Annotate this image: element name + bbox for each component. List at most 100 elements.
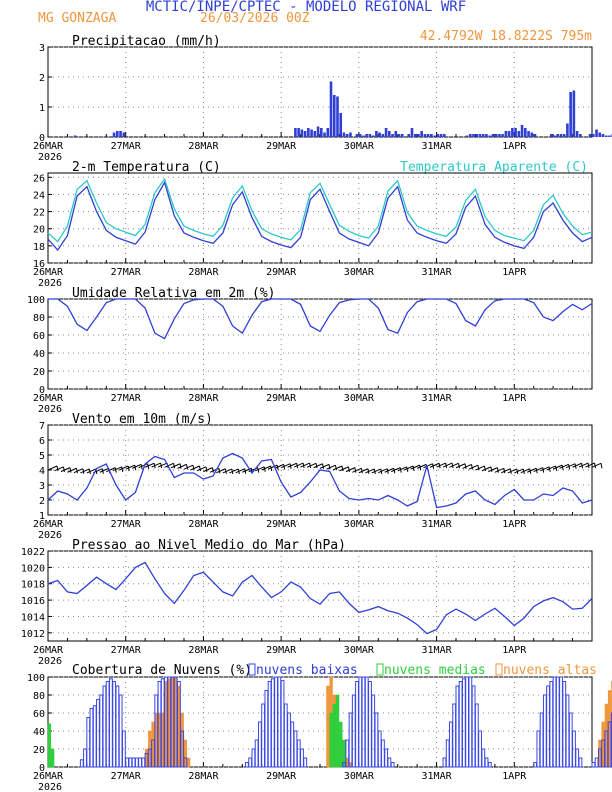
precip-bar [592,134,595,137]
wind-barb [552,464,563,470]
precip-bar [426,134,430,137]
day-label: 26MAR [33,393,64,404]
cloud-bar-low [280,680,285,768]
precip-bar [588,134,592,137]
panel-frame-pressure [47,550,593,642]
wind-barb [591,462,602,468]
wind-barb [565,463,576,469]
year-label: 2026 [38,278,62,289]
wind-barb-flag [322,463,325,469]
cloud-bar-low [245,762,249,768]
cloud-bar-low [128,757,133,768]
wind-barb [293,462,304,468]
wind-barb-flag [542,467,545,473]
panel-frame-precip [47,46,593,138]
cloud-bar-low [177,681,181,768]
precip-bar [478,134,482,137]
cloud-bar-low [355,681,359,768]
wind-barb [54,466,64,472]
wind-barb [403,465,414,471]
cloud-bar-low [248,757,253,768]
cloud-bar-low [348,712,353,768]
precip-bar [384,128,388,137]
precip-bar [488,135,491,137]
precip-bar [99,136,103,137]
precip-bar [73,135,77,137]
wind-barb [449,462,459,468]
wind-barb [313,463,323,469]
y-tick-label-clouds: 80 [33,691,45,702]
wind-barb-flag [218,468,221,474]
wind-barb [384,467,394,473]
precip-bar [320,128,323,137]
day-label: 27MAR [111,645,142,656]
wind-barb [507,468,518,474]
precip-bar [410,128,414,137]
day-label: 27MAR [111,141,142,152]
day-label: 28MAR [188,519,219,530]
precip-bar [300,129,304,137]
wind-barb [326,464,336,470]
cloud-bar-low [287,712,291,768]
precip-bar [433,135,436,137]
precip-bar [530,132,534,137]
wind-barb-flag [75,468,78,474]
pressure-panel-title: Pressao ao Nivel Medio do Mar (hPa) [72,538,346,553]
cloud-bar-low [267,681,272,768]
precip-bar [400,134,404,137]
cloud-bar-low [591,762,596,768]
day-label: 29MAR [266,393,297,404]
y-tick-label-wind: 1 [39,511,45,522]
y-tick-label-temperature: 24 [33,190,45,201]
cloud-bar-low [445,739,450,768]
wind-barb [397,466,407,472]
day-label: 28MAR [188,141,219,152]
cloud-bar-low [257,721,262,768]
cloud-bar-low [384,748,389,768]
y-tick-label-pressure: 1012 [21,629,45,640]
day-label: 30MAR [344,267,375,278]
wind-barb [429,462,440,468]
cloud-bar-low [358,676,363,768]
cloud-bar-low [555,676,560,768]
day-label: 26MAR [33,267,64,278]
wind-barb [119,465,129,471]
precip-bar [517,131,521,137]
cloud-bar-low [381,739,385,768]
precip-bar [520,125,524,137]
wind-barb-flag [315,463,318,469]
day-label: 26MAR [33,645,64,656]
wind-barb [229,468,239,474]
wind-barb [267,464,278,470]
precip-bar [465,135,469,137]
wind-barb-flag [496,467,499,473]
day-label: 1APR [502,141,527,152]
precip-bar [472,134,475,137]
day-label: 31MAR [422,141,453,152]
wind-barb [462,463,472,469]
station-name: MG GONZAGA [38,11,116,26]
cloud-bar-low [533,762,538,768]
cloud-bar-low [364,676,369,768]
wind-barb-flag [548,466,551,472]
cloud-bar-mid [335,694,340,768]
legend-high-clouds-swatch [495,663,503,676]
day-label: 30MAR [344,645,375,656]
wind-barb-flag [134,465,137,471]
wind-barb-flag [192,465,195,471]
cloud-bar-mid [50,748,55,768]
cloud-bar-low [251,748,256,768]
precip-bar [417,134,420,137]
cloud-bar-low [562,681,567,768]
precip-bar [598,132,602,137]
wind-barb [475,465,485,471]
day-label: 28MAR [188,645,219,656]
y-tick-label-precip: 1 [39,103,45,114]
precip-bar [533,134,537,137]
wind-barb [157,462,168,468]
cloud-bar-low [374,712,379,768]
y-tick-label-temperature: 18 [33,242,45,253]
day-label: 29MAR [266,267,297,278]
precip-bar [365,134,368,137]
wind-barb [274,463,284,469]
